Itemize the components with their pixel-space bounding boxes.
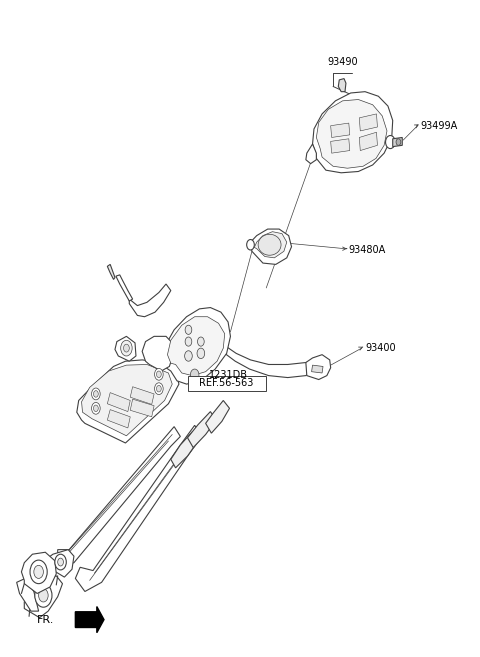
Circle shape (34, 565, 43, 578)
Circle shape (185, 351, 192, 361)
Text: FR.: FR. (37, 615, 55, 625)
Circle shape (94, 391, 98, 397)
Polygon shape (115, 336, 136, 361)
Circle shape (38, 589, 48, 602)
Circle shape (92, 388, 100, 400)
Polygon shape (306, 355, 331, 380)
Polygon shape (82, 365, 172, 436)
Circle shape (120, 340, 132, 356)
Polygon shape (331, 139, 350, 153)
Polygon shape (316, 99, 387, 168)
Polygon shape (108, 264, 115, 279)
Circle shape (191, 369, 199, 381)
Polygon shape (108, 393, 130, 411)
Polygon shape (225, 347, 314, 378)
Circle shape (30, 560, 47, 583)
Circle shape (198, 337, 204, 346)
Circle shape (92, 403, 100, 414)
Text: 93490: 93490 (327, 57, 358, 67)
Circle shape (185, 325, 192, 334)
Circle shape (155, 369, 163, 380)
Polygon shape (116, 275, 132, 301)
Circle shape (35, 583, 52, 607)
Polygon shape (168, 317, 225, 376)
Polygon shape (75, 606, 104, 633)
Polygon shape (312, 365, 323, 373)
Polygon shape (163, 307, 230, 384)
Circle shape (94, 405, 98, 411)
Circle shape (55, 555, 66, 570)
Polygon shape (331, 123, 350, 137)
Polygon shape (360, 114, 377, 131)
Polygon shape (312, 92, 393, 173)
Text: 93480A: 93480A (349, 245, 386, 255)
Polygon shape (188, 411, 216, 447)
Circle shape (185, 337, 192, 346)
Polygon shape (130, 387, 154, 405)
Polygon shape (338, 79, 346, 92)
Polygon shape (360, 132, 377, 150)
Polygon shape (77, 360, 179, 443)
Polygon shape (130, 399, 154, 417)
Polygon shape (75, 425, 202, 591)
Circle shape (156, 371, 161, 378)
Circle shape (197, 348, 204, 359)
Polygon shape (254, 232, 287, 258)
Circle shape (58, 558, 63, 566)
Circle shape (123, 344, 129, 352)
Circle shape (396, 139, 401, 145)
Circle shape (155, 383, 163, 395)
Polygon shape (17, 578, 38, 611)
Polygon shape (142, 336, 173, 371)
Text: 93499A: 93499A (420, 121, 457, 131)
Polygon shape (58, 426, 180, 565)
Text: REF.56-563: REF.56-563 (200, 378, 254, 388)
Text: 93400: 93400 (365, 343, 396, 353)
Polygon shape (393, 137, 402, 147)
Circle shape (156, 386, 161, 392)
Circle shape (385, 135, 395, 148)
Polygon shape (129, 284, 171, 317)
Text: 1231DB: 1231DB (209, 369, 248, 380)
Polygon shape (24, 576, 62, 618)
Circle shape (247, 240, 254, 250)
Polygon shape (306, 144, 316, 164)
Polygon shape (108, 409, 130, 428)
Polygon shape (22, 553, 56, 593)
Polygon shape (205, 401, 229, 433)
Polygon shape (171, 432, 198, 468)
Bar (188, 376, 266, 391)
Polygon shape (251, 229, 291, 264)
Ellipse shape (258, 235, 281, 255)
Polygon shape (47, 550, 74, 577)
